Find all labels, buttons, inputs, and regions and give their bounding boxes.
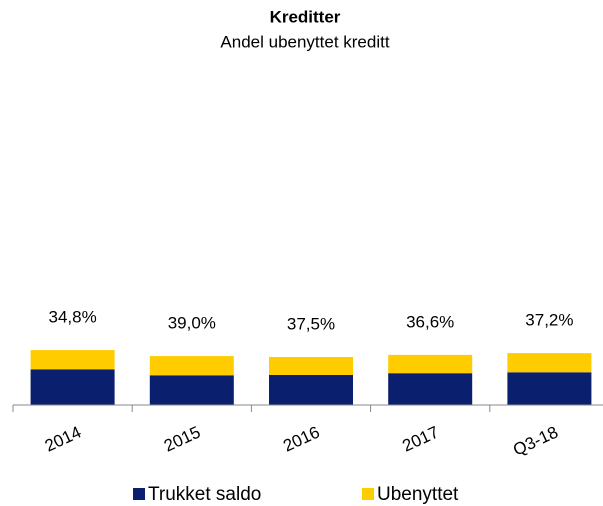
x-tick-label: 2017	[399, 422, 441, 455]
bar-segment	[507, 353, 592, 373]
bar-segment	[388, 373, 473, 405]
share-label: 37,5%	[287, 314, 335, 333]
x-tick-label: Q3-18	[510, 422, 561, 459]
bar-segment	[30, 369, 115, 405]
bar-segment	[388, 354, 473, 374]
share-label: 37,2%	[525, 311, 573, 330]
bar-segment	[149, 356, 234, 376]
legend-swatch	[133, 488, 145, 500]
chart-subtitle: Andel ubenyttet kreditt	[220, 32, 389, 51]
share-label: 34,8%	[48, 308, 96, 327]
chart-title: Kreditter	[270, 7, 341, 26]
legend-label: Trukket saldo	[148, 484, 261, 505]
x-tick-label: 2016	[280, 422, 322, 455]
bar-segment	[507, 372, 592, 405]
bar-segment	[149, 375, 234, 405]
bar-segment	[269, 357, 353, 375]
x-tick-label: 2015	[161, 422, 203, 455]
bar-segment	[269, 375, 353, 405]
share-label: 36,6%	[406, 312, 454, 331]
share-label: 39,0%	[168, 314, 216, 333]
bar-segment	[30, 350, 115, 370]
x-tick-label: 2014	[42, 422, 84, 455]
legend-label: Ubenyttet	[377, 484, 459, 505]
legend-swatch	[362, 488, 374, 500]
